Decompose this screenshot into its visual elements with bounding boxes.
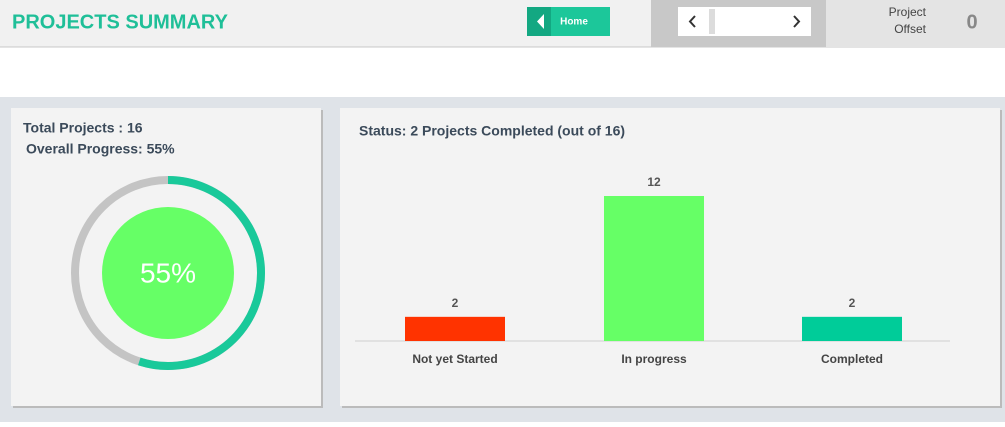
offset-area <box>826 0 1005 47</box>
bar-value-label: 12 <box>647 175 661 189</box>
bar <box>405 316 505 341</box>
donut-arc <box>138 176 265 370</box>
x-tick-label: Completed <box>821 352 883 366</box>
x-tick-label: In progress <box>621 352 687 366</box>
bar-value-label: 2 <box>849 296 856 310</box>
offset-label: Project Offset <box>888 5 926 36</box>
bar-title: Status: 2 Projects Completed (out of 16) <box>359 123 625 139</box>
donut-label: 55% <box>140 257 196 288</box>
donut-center <box>102 207 234 339</box>
bar <box>604 196 704 341</box>
home-icon <box>537 14 544 29</box>
home-label: Home <box>560 17 588 28</box>
scrollbar[interactable] <box>678 7 811 36</box>
x-tick-label: Not yet Started <box>412 352 497 366</box>
bar-value-label: 2 <box>452 296 459 310</box>
page-title: PROJECTS SUMMARY <box>12 11 229 33</box>
donut-subtitle: Overall Progress: 55% <box>26 141 175 157</box>
donut-title: Total Projects : 16 <box>23 120 143 136</box>
scroll-right[interactable] <box>793 15 801 28</box>
offset-label-box: Project Offset <box>888 5 926 36</box>
offset-value: 0 <box>966 11 977 33</box>
bar <box>802 316 902 341</box>
scroll-thumb[interactable] <box>709 9 715 34</box>
scroll-left[interactable] <box>688 15 696 28</box>
